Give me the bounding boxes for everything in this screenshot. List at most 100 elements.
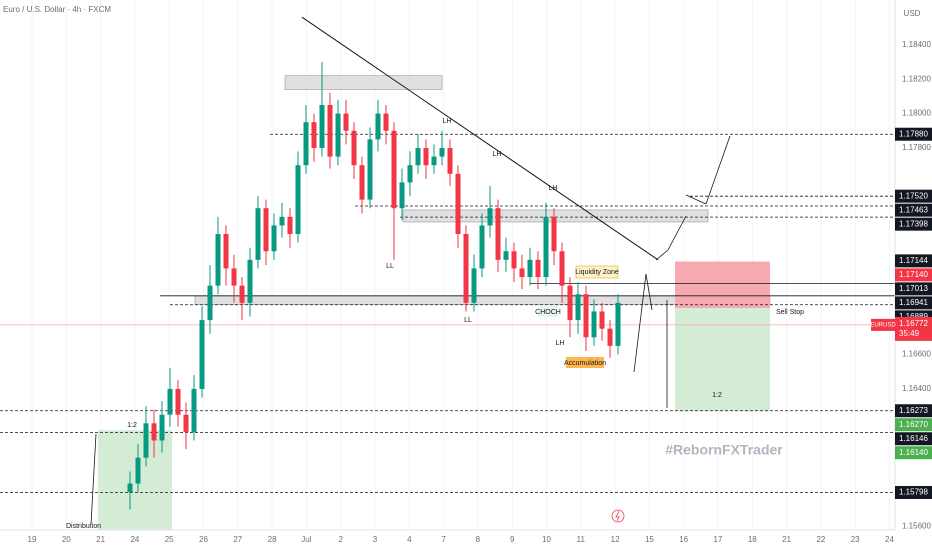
price-label-box <box>895 268 932 282</box>
price-label-box <box>895 485 932 499</box>
candle-body <box>487 208 493 226</box>
price-label-box <box>895 282 932 296</box>
candle-body <box>543 216 549 278</box>
x-tick-label: 25 <box>165 535 174 544</box>
candle-body <box>575 294 581 321</box>
x-tick-label: 16 <box>679 535 688 544</box>
candle-body <box>431 156 437 166</box>
watermark: #RebornFXTrader <box>665 442 783 458</box>
levels <box>0 16 895 493</box>
drawings <box>90 135 731 525</box>
price-label: 1.17463 <box>899 205 928 214</box>
arrow <box>705 135 731 205</box>
candle-body <box>335 113 341 157</box>
x-tick-label: 10 <box>542 535 551 544</box>
candle-body <box>359 165 365 200</box>
chart-title: Euro / U.S. Dollar · 4h · FXCM <box>3 5 111 14</box>
currency: USD <box>904 9 921 18</box>
candle-body <box>231 268 237 286</box>
price-label: 1.16273 <box>899 406 928 415</box>
price-label-box <box>895 404 932 418</box>
price-label: 1.17013 <box>899 284 928 293</box>
x-tick-label: 22 <box>816 535 825 544</box>
candle-body <box>607 328 613 346</box>
y-tick-label: 1.16400 <box>902 384 931 393</box>
lightning-icon <box>611 509 625 523</box>
y-tick-label: 1.18200 <box>902 74 931 83</box>
candle-body <box>175 388 181 415</box>
icon <box>615 510 620 522</box>
candle-body <box>127 483 133 493</box>
price-label: 1.16146 <box>899 434 928 443</box>
candle-body <box>519 268 525 278</box>
symbol-label: EURUSD <box>870 322 896 328</box>
x-tick-label: 17 <box>714 535 723 544</box>
candle-body <box>207 285 213 321</box>
price-label-box <box>895 127 932 141</box>
candle-body <box>183 414 189 432</box>
candle-body <box>223 234 229 269</box>
price-label-box <box>895 254 932 268</box>
candle-body <box>527 259 533 278</box>
annotation: Distribution <box>66 523 101 530</box>
candle-body <box>279 216 285 226</box>
candle-body <box>391 130 397 209</box>
candle-body <box>295 165 301 235</box>
annotation: 1:2 <box>127 422 137 429</box>
candle-body <box>247 259 253 303</box>
x-tick-label: 24 <box>130 535 139 544</box>
label-box <box>566 357 604 368</box>
zone <box>675 261 770 309</box>
annotation: LL <box>386 263 394 270</box>
annotation: LH <box>493 151 502 158</box>
candle-body <box>191 388 197 432</box>
candle-body <box>383 113 389 131</box>
x-tick-label: 27 <box>233 535 242 544</box>
annotations: LH LH LH LH LL LL CHOCH Liquidity Zone A… <box>66 118 804 530</box>
candle-body <box>511 251 517 269</box>
price-label: 1.17880 <box>899 129 928 138</box>
candle-body <box>495 208 501 260</box>
x-tick-label: 3 <box>373 535 378 544</box>
zone <box>98 430 172 530</box>
annotation: LH <box>556 340 565 347</box>
x-tick-label: 23 <box>851 535 860 544</box>
x-tick-label: 24 <box>885 535 894 544</box>
x-tick-label: 19 <box>28 535 37 544</box>
arrow <box>633 273 647 373</box>
x-tick-label: 7 <box>441 535 446 544</box>
price-label-box <box>895 189 932 203</box>
annotation: LH <box>549 185 558 192</box>
annotation: Liquidity Zone <box>575 269 619 276</box>
price-label: 1.16270 <box>899 420 928 429</box>
candle-body <box>135 457 141 484</box>
candles <box>127 61 621 510</box>
candle-body <box>503 251 509 260</box>
candle-body <box>447 147 453 174</box>
x-tick-label: 4 <box>407 535 412 544</box>
candle-body <box>319 104 325 148</box>
candle-body <box>439 147 445 157</box>
price-label-box <box>895 296 932 310</box>
price-label: 1.17144 <box>899 256 928 265</box>
y-tick-label: 1.18400 <box>902 40 931 49</box>
zone <box>675 308 770 412</box>
candle-body <box>615 302 621 346</box>
y-tick-label: 1.18000 <box>902 109 931 118</box>
current-price-label: 1.16772 <box>899 319 928 328</box>
x-tick-label: 21 <box>96 535 105 544</box>
candle-body <box>287 216 293 235</box>
x-tick-label: Jul <box>301 535 311 544</box>
x-tick-label: 12 <box>611 535 620 544</box>
trendline <box>301 16 659 261</box>
candle-body <box>311 122 317 148</box>
candle-body <box>255 208 261 260</box>
x-tick-label: 2 <box>338 535 343 544</box>
annotation: Sell Stop <box>776 309 804 316</box>
x-tick-label: 8 <box>476 535 481 544</box>
x-tick-label: 11 <box>577 535 586 544</box>
candle-body <box>375 113 381 140</box>
candle-body <box>215 234 221 286</box>
price-labels: 1.17880 1.17520 1.17463 1.17398 1.17144 1.171… <box>870 127 932 499</box>
price-label-box <box>895 418 932 432</box>
